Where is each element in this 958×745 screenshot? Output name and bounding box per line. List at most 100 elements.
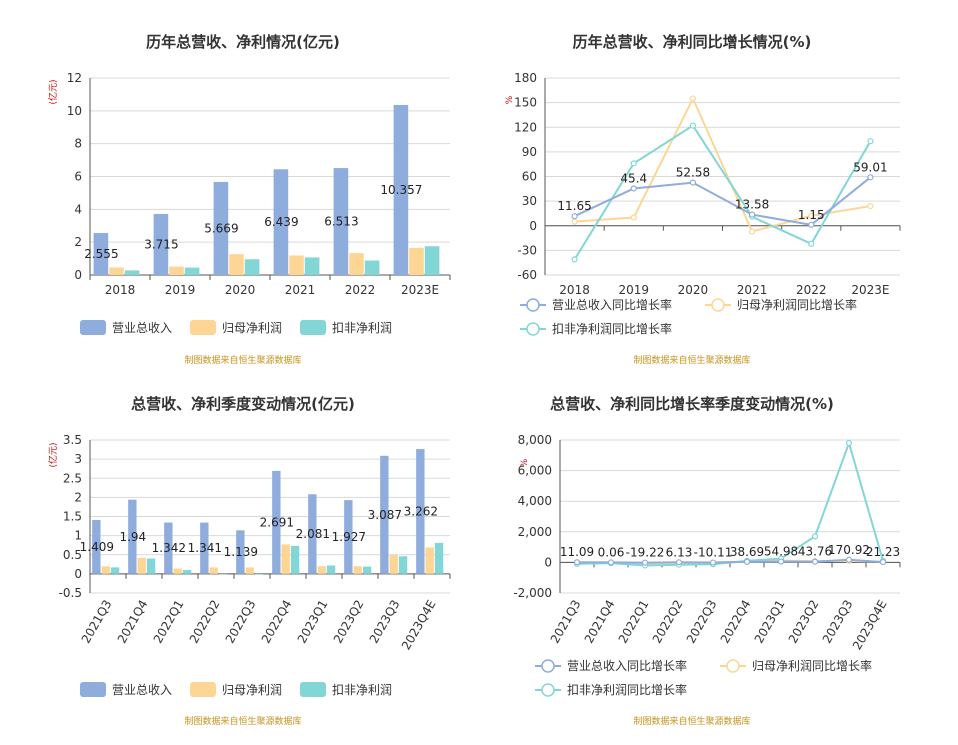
data-label: 13.58 <box>735 198 769 212</box>
point-deducted-profit <box>689 122 697 129</box>
legend-label[interactable]: 归母净利润同比增长率 <box>737 297 857 312</box>
x-tick-label: 2022 <box>345 283 376 297</box>
x-tick-label: 2023Q3 <box>367 598 403 646</box>
legend-marker[interactable] <box>711 298 725 312</box>
source-note: 制图数据来自恒生聚源数据库 <box>633 354 750 366</box>
legend-marker[interactable] <box>526 322 540 336</box>
legend-swatch[interactable] <box>190 320 216 335</box>
data-label: 11.65 <box>557 199 591 213</box>
chart-panel-1: 历年总营收、净利情况(亿元) (亿元) 0 2 4 6 8 10 12 2018 2019 2020 2… <box>47 33 451 366</box>
y-tick-label: 0 <box>529 219 537 233</box>
data-label: 2.691 <box>260 515 294 529</box>
bar-revenue <box>92 519 101 574</box>
legend-label[interactable]: 归母净利润 <box>222 321 282 335</box>
bar-deducted-profit <box>146 558 156 574</box>
line-revenue <box>576 558 884 564</box>
legend-swatch[interactable] <box>190 682 216 697</box>
x-tick-label: 2023E <box>851 283 889 297</box>
point-net-profit <box>867 202 874 210</box>
bar-revenue <box>333 168 349 275</box>
y-tick-label: 90 <box>522 145 537 159</box>
legend-swatch[interactable] <box>300 320 326 335</box>
y-tick-label: 0 <box>74 567 82 581</box>
legend-marker[interactable] <box>541 683 555 697</box>
x-tick-label: 2021 <box>737 283 768 297</box>
bar-net-profit <box>229 254 244 275</box>
y-tick-label: 4,000 <box>518 494 552 508</box>
y-tick-label: 120 <box>514 120 537 134</box>
bar-net-profit <box>389 554 398 574</box>
x-tick-label: 2022Q2 <box>187 598 223 646</box>
y-tick-label: 3.5 <box>63 433 82 447</box>
legend-label[interactable]: 扣非净利润 <box>332 321 392 335</box>
point-revenue <box>867 174 874 181</box>
legend: 营业总收入 归母净利润 扣非净利润 <box>80 320 392 335</box>
bar-net-profit <box>349 253 364 275</box>
point-revenue <box>641 559 649 566</box>
y-tick-label: -2,000 <box>513 586 552 600</box>
point-revenue <box>689 179 697 186</box>
y-tick-label: -60 <box>517 268 537 282</box>
legend-swatch[interactable] <box>300 682 326 697</box>
legend-label[interactable]: 归母净利润同比增长率 <box>752 658 872 673</box>
point-revenue <box>573 559 581 566</box>
x-tick-label: 2020 <box>225 283 256 297</box>
x-tick-label: 2022Q1 <box>151 598 187 646</box>
y-tick-label: 30 <box>522 194 537 208</box>
x-tick-label: 2021 <box>285 283 316 297</box>
point-deducted-profit <box>571 256 578 263</box>
legend-label[interactable]: 归母净利润 <box>222 683 282 697</box>
bar-deducted-profit <box>254 573 264 575</box>
bar-net-profit <box>289 255 304 275</box>
point-net-profit <box>630 214 637 221</box>
y-tick-label: -0.5 <box>59 586 82 600</box>
bar-revenue <box>308 494 317 574</box>
x-tick-label: 2023Q1 <box>752 598 788 646</box>
legend-marker[interactable] <box>526 298 540 312</box>
point-revenue <box>571 213 578 220</box>
bar-revenue <box>380 455 389 574</box>
source-note: 制图数据来自恒生聚源数据库 <box>633 715 750 727</box>
legend-label[interactable]: 营业总收入 <box>112 683 172 697</box>
legend-swatch[interactable] <box>80 320 106 335</box>
y-tick-label: 2,000 <box>518 525 552 539</box>
legend-label[interactable]: 营业总收入同比增长率 <box>552 297 672 312</box>
bar-deducted-profit <box>304 257 320 275</box>
legend-label[interactable]: 扣非净利润 <box>332 683 392 697</box>
bar-deducted-profit <box>326 565 336 574</box>
point-revenue <box>607 559 615 566</box>
point-revenue <box>743 558 751 565</box>
legend-label[interactable]: 扣非净利润同比增长率 <box>567 682 687 697</box>
legend-label[interactable]: 扣非净利润同比增长率 <box>552 321 672 336</box>
bar-deducted-profit <box>182 570 192 574</box>
y-tick-label: 60 <box>522 170 537 184</box>
y-tick-label: 8 <box>74 137 82 151</box>
legend-label[interactable]: 营业总收入 <box>112 321 172 335</box>
source-note: 制图数据来自恒生聚源数据库 <box>184 715 301 727</box>
data-label: 6.513 <box>324 215 358 229</box>
legend-marker[interactable] <box>541 659 555 673</box>
bar-net-profit <box>281 544 290 574</box>
point-deducted-profit <box>845 439 853 447</box>
x-tick-label: 2021Q4 <box>582 598 618 646</box>
data-label: 5.669 <box>204 221 238 235</box>
x-tick-label: 2021Q3 <box>548 598 584 646</box>
legend-swatch[interactable] <box>80 682 106 697</box>
bar-deducted-profit <box>290 545 300 574</box>
bar-net-profit <box>317 566 326 574</box>
point-deducted-profit <box>811 533 819 540</box>
legend-label[interactable]: 营业总收入同比增长率 <box>567 658 687 673</box>
data-label: -19.22 <box>626 546 665 560</box>
bar-revenue <box>344 500 353 574</box>
line-net-profit <box>574 96 871 233</box>
legend-marker[interactable] <box>726 659 740 673</box>
y-tick-label: 2 <box>74 235 82 249</box>
data-label: 1.341 <box>188 541 222 555</box>
bar-deducted-profit <box>434 542 444 574</box>
x-tick-label: 2018 <box>559 283 590 297</box>
bar-revenue <box>93 233 109 275</box>
bar-net-profit <box>353 566 362 574</box>
x-tick-label: 2022Q2 <box>650 598 686 646</box>
